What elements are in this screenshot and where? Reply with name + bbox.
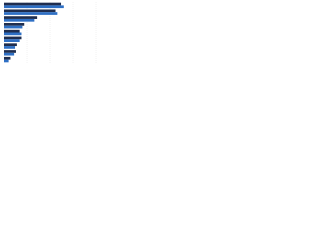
bar: [4, 56, 11, 60]
bar: [4, 16, 38, 19]
bar: [4, 32, 22, 36]
bar: [4, 9, 56, 13]
bar: [4, 59, 9, 63]
bar: [4, 18, 35, 22]
bar: [4, 39, 20, 42]
bar: [4, 36, 22, 40]
bar: [4, 43, 17, 47]
chart: [4, 2, 97, 63]
bar: [4, 25, 23, 29]
bar: [4, 50, 16, 53]
bar: [4, 2, 62, 6]
bar: [4, 46, 16, 49]
bar: [4, 29, 20, 33]
bar: [4, 12, 58, 15]
bar: [4, 5, 64, 9]
page: {"chart_data": {"type": "barh", "categor…: [0, 0, 100, 71]
bar: [4, 23, 25, 26]
bar: [4, 52, 15, 56]
